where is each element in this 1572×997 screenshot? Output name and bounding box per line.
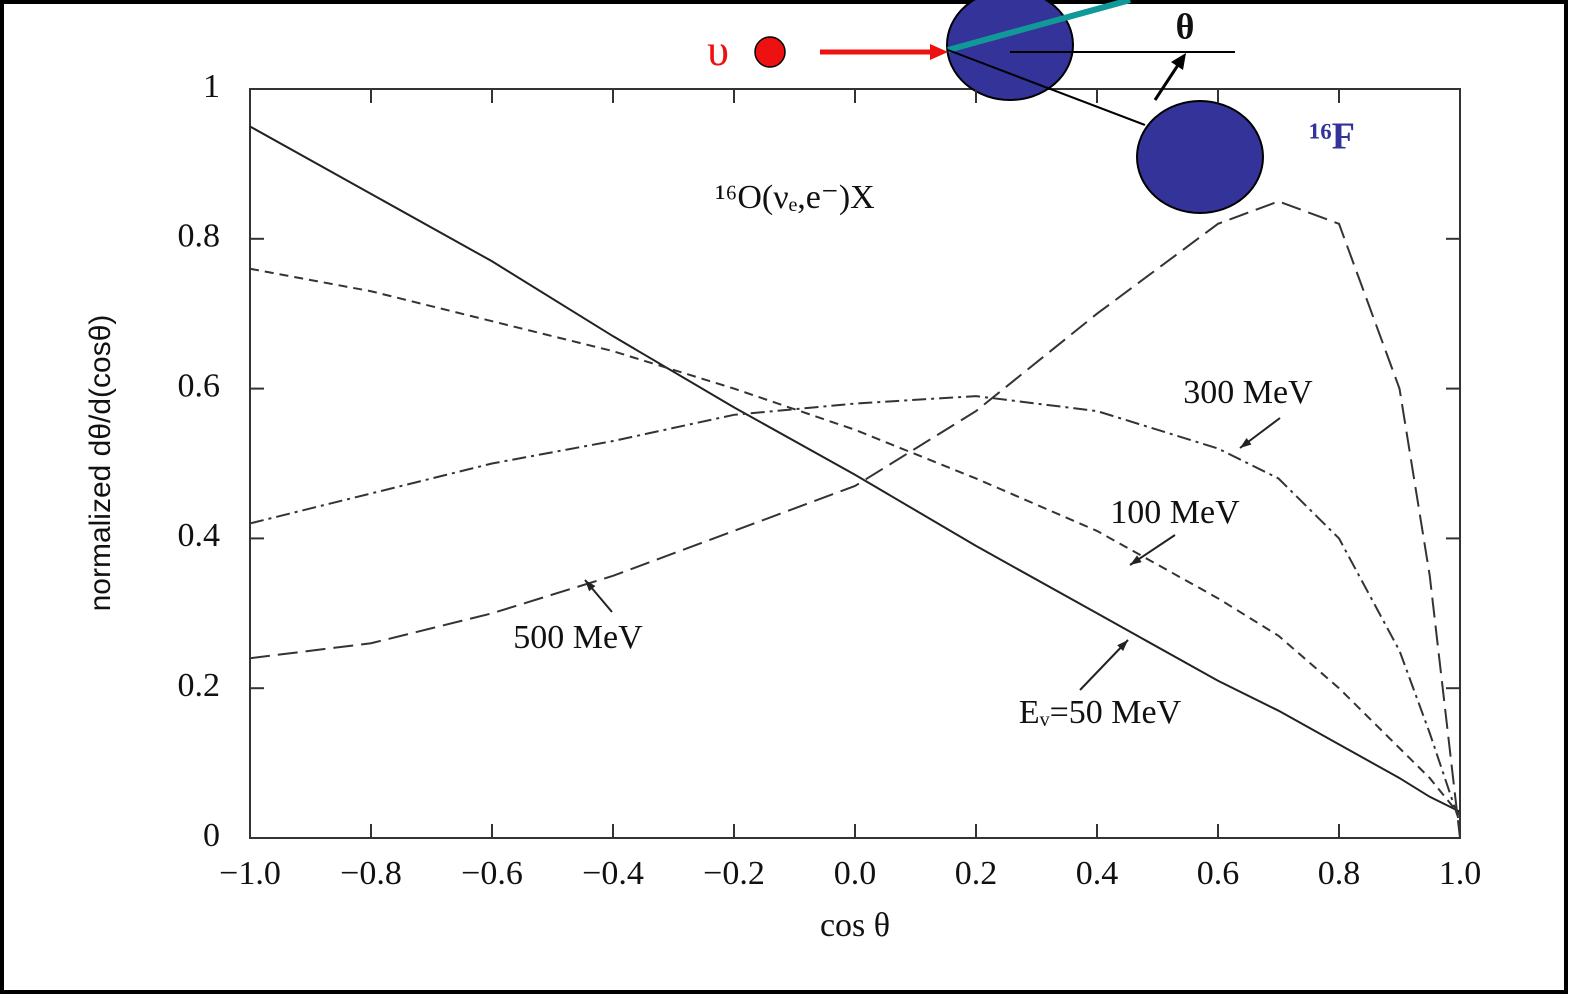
arrow-head: [1130, 555, 1142, 565]
y-tick-label: 0.4: [178, 517, 221, 554]
series-line: [250, 126, 1460, 811]
y-tick-label: 0.6: [178, 367, 221, 404]
series-line: [250, 201, 1460, 838]
arrow-head: [1171, 53, 1186, 70]
f16-label: ¹⁶F: [1309, 116, 1355, 158]
series-label: 100 MeV: [1110, 494, 1240, 531]
x-tick-label: 0.2: [955, 855, 998, 892]
x-tick-label: 0.0: [834, 855, 877, 892]
neutrino-symbol: υ: [707, 26, 729, 75]
x-tick-label: 0.8: [1318, 855, 1361, 892]
x-tick-label: −0.2: [703, 855, 765, 892]
arrow-head: [930, 44, 948, 60]
x-tick-label: 0.6: [1197, 855, 1240, 892]
y-tick-label: 0.8: [178, 218, 221, 255]
chart: ¹⁶O(νₑ,e⁻)X cos θ normalized dθ/d(cosθ) …: [0, 0, 1572, 997]
y-axis-label: normalized dθ/d(cosθ): [84, 315, 117, 612]
series-label: 300 MeV: [1183, 374, 1313, 411]
neutrino-dot: [755, 37, 785, 67]
series-line: [250, 269, 1460, 816]
y-tick-label: 0: [203, 817, 220, 854]
series-label: Eᵥ=50 MeV: [1019, 694, 1182, 731]
x-tick-label: −0.4: [582, 855, 644, 892]
series-line: [250, 396, 1460, 823]
theta-label: θ: [1176, 6, 1195, 46]
x-tick-label: −1.0: [219, 855, 281, 892]
y-tick-label: 0.2: [178, 667, 221, 704]
x-tick-label: −0.8: [340, 855, 402, 892]
x-axis-label: cos θ: [820, 907, 890, 944]
nucleus-f16: [1137, 101, 1263, 213]
angle-arrow: [1155, 62, 1180, 100]
page: {"chart_data": {"type": "line", "title":…: [0, 0, 1572, 997]
x-tick-label: −0.6: [461, 855, 523, 892]
x-tick-label: 0.4: [1076, 855, 1119, 892]
series-label: 500 MeV: [513, 619, 643, 656]
x-tick-label: 1.0: [1439, 855, 1482, 892]
y-tick-label: 1: [203, 68, 220, 105]
chart-title: ¹⁶O(νₑ,e⁻)X: [715, 179, 874, 216]
nucleus: [947, 0, 1073, 100]
